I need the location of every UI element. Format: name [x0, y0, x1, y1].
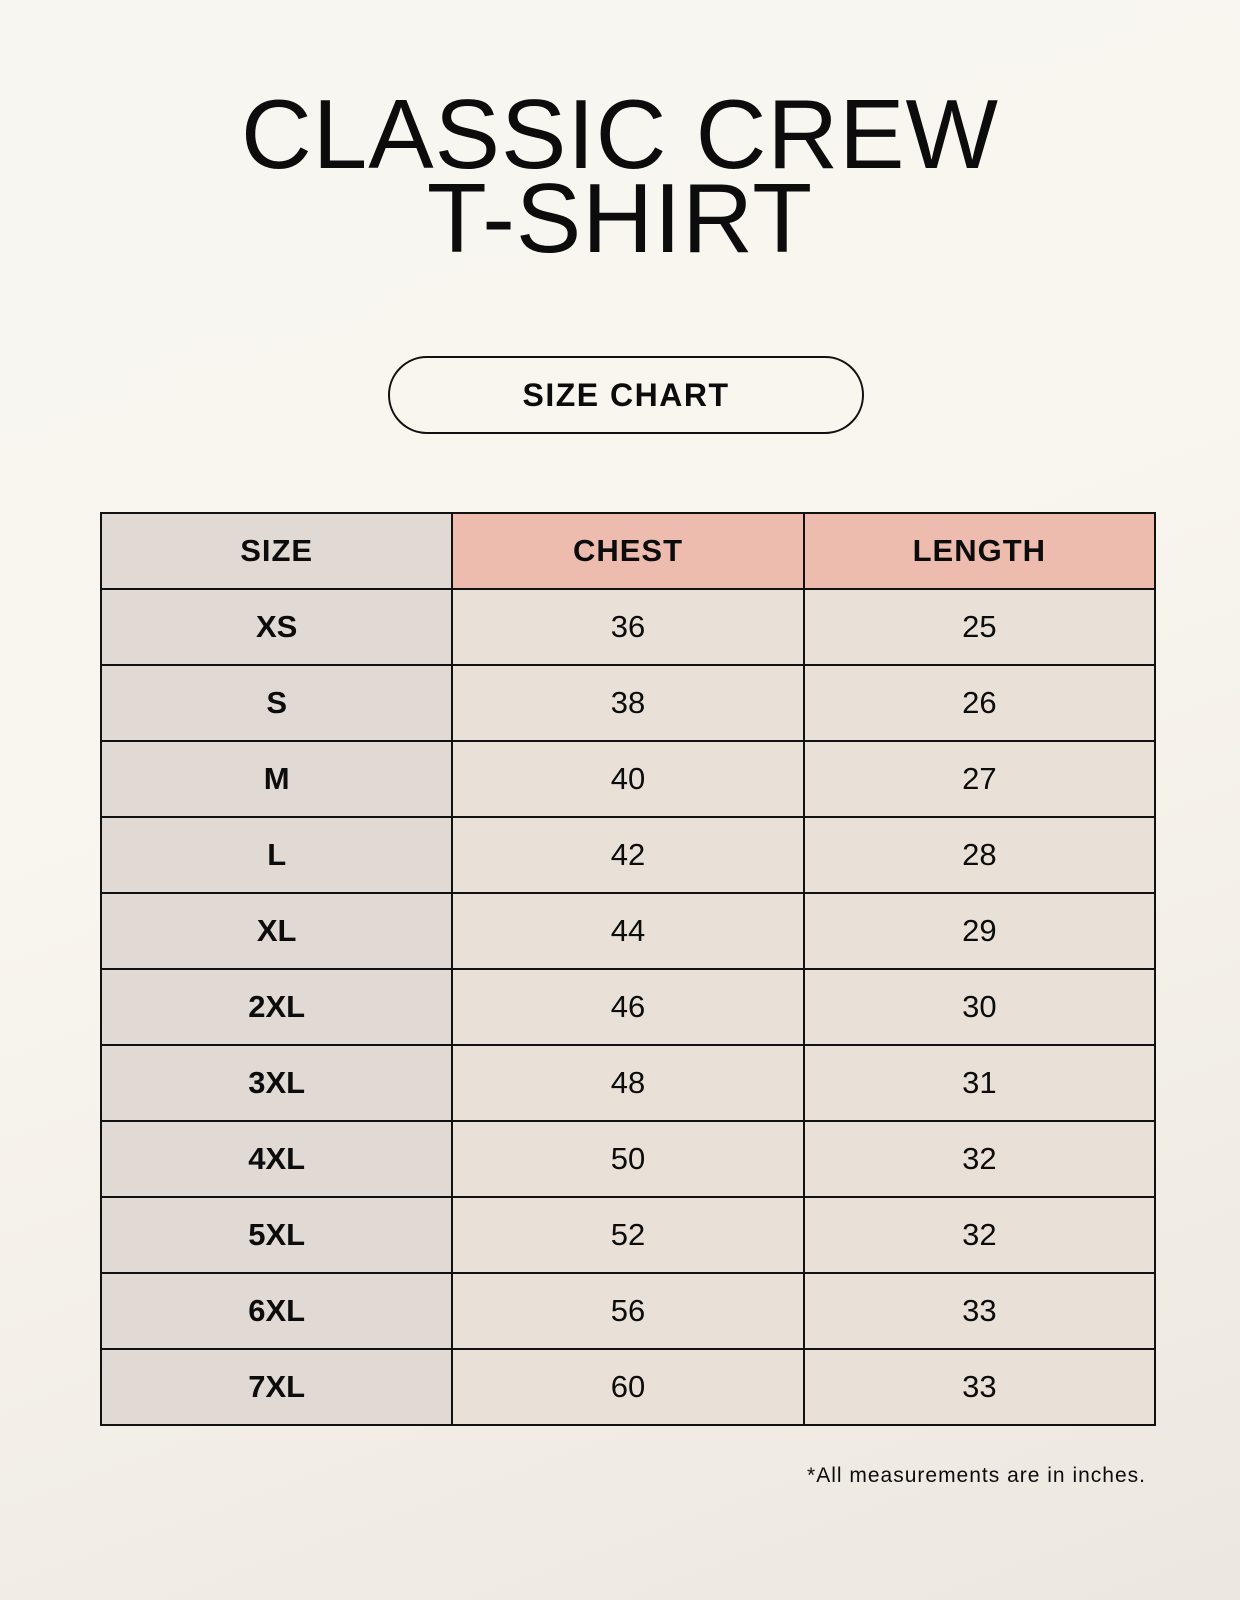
- size-cell: 3XL: [99, 1044, 454, 1122]
- table-header-row: SIZE CHEST LENGTH: [99, 512, 1157, 590]
- header-size: SIZE: [99, 512, 454, 590]
- page-title: CLASSIC CREW T-SHIRT: [0, 79, 1240, 273]
- chest-cell: 56: [451, 1272, 805, 1350]
- table-row: 4XL 50 32: [99, 1120, 1157, 1198]
- length-cell: 25: [802, 588, 1157, 666]
- table-row: 5XL 52 32: [99, 1196, 1157, 1274]
- footnote: *All measurements are in inches.: [807, 1464, 1146, 1487]
- chest-cell: 44: [451, 892, 805, 970]
- size-table: SIZE CHEST LENGTH XS 36 25 S 38 26 M 40 27 L 42 28 X…: [99, 512, 1157, 1426]
- title-line-1: CLASSIC CREW: [240, 79, 999, 189]
- chest-cell: 48: [451, 1044, 805, 1122]
- chest-cell: 36: [451, 588, 805, 666]
- size-cell: XL: [99, 892, 454, 970]
- size-cell: XS: [99, 588, 454, 666]
- chest-cell: 50: [451, 1120, 805, 1198]
- table-row: S 38 26: [99, 664, 1157, 742]
- size-cell: S: [99, 664, 454, 742]
- table-row: 2XL 46 30: [99, 968, 1157, 1046]
- length-cell: 27: [802, 740, 1157, 818]
- length-cell: 26: [802, 664, 1157, 742]
- table-row: XS 36 25: [99, 588, 1157, 666]
- size-cell: 2XL: [99, 968, 454, 1046]
- chest-cell: 38: [451, 664, 805, 742]
- size-cell: 4XL: [99, 1120, 454, 1198]
- length-cell: 33: [802, 1272, 1157, 1350]
- length-cell: 31: [802, 1044, 1157, 1122]
- table-row: 6XL 56 33: [99, 1272, 1157, 1350]
- table-row: L 42 28: [99, 816, 1157, 894]
- size-cell: 7XL: [99, 1348, 454, 1426]
- header-chest: CHEST: [451, 512, 805, 590]
- table-row: XL 44 29: [99, 892, 1157, 970]
- header-length: LENGTH: [802, 512, 1157, 590]
- title-line-2: T-SHIRT: [426, 163, 814, 273]
- size-chart-badge: SIZE CHART: [388, 356, 864, 434]
- table-row: 7XL 60 33: [99, 1348, 1157, 1426]
- chest-cell: 40: [451, 740, 805, 818]
- table-row: 3XL 48 31: [99, 1044, 1157, 1122]
- length-cell: 30: [802, 968, 1157, 1046]
- size-cell: L: [99, 816, 454, 894]
- chest-cell: 60: [451, 1348, 805, 1426]
- size-cell: M: [99, 740, 454, 818]
- length-cell: 32: [802, 1196, 1157, 1274]
- size-cell: 6XL: [99, 1272, 454, 1350]
- table-row: M 40 27: [99, 740, 1157, 818]
- length-cell: 32: [802, 1120, 1157, 1198]
- size-cell: 5XL: [99, 1196, 454, 1274]
- chest-cell: 52: [451, 1196, 805, 1274]
- length-cell: 33: [802, 1348, 1157, 1426]
- length-cell: 28: [802, 816, 1157, 894]
- chest-cell: 42: [451, 816, 805, 894]
- chest-cell: 46: [451, 968, 805, 1046]
- length-cell: 29: [802, 892, 1157, 970]
